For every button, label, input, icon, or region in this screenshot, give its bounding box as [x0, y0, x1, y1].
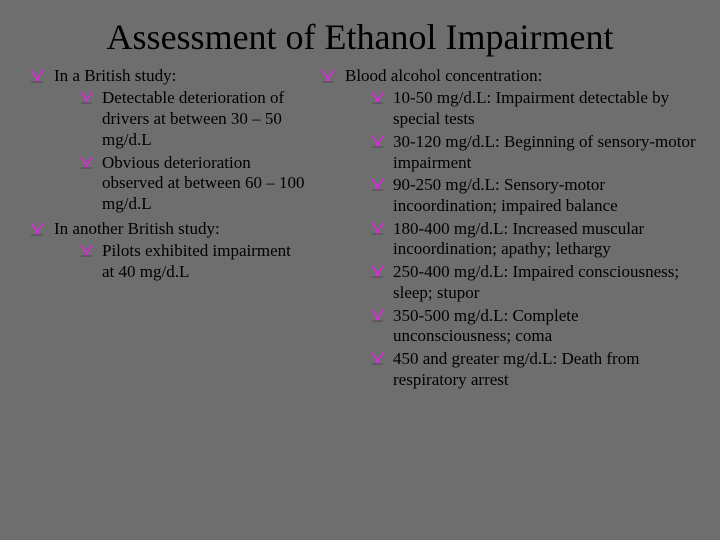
sub-list-item: 30-120 mg/d.L: Beginning of sensory-moto… — [371, 132, 700, 173]
sub-list-item: 350-500 mg/d.L: Complete unconsciousness… — [371, 306, 700, 347]
list-item: Blood alcohol concentration: 10-50 mg/d.… — [321, 66, 700, 391]
left-column: In a British study: Detectable deteriora… — [30, 66, 315, 395]
slide-title: Assessment of Ethanol Impairment — [0, 0, 720, 58]
right-list: Blood alcohol concentration: 10-50 mg/d.… — [321, 66, 700, 391]
left-list: In a British study: Detectable deteriora… — [30, 66, 305, 283]
list-item: In another British study: Pilots exhibit… — [30, 219, 305, 283]
slide: Assessment of Ethanol Impairment In a Br… — [0, 0, 720, 540]
sub-list-item: 10-50 mg/d.L: Impairment detectable by s… — [371, 88, 700, 129]
sub-list: Detectable deterioration of drivers at b… — [54, 88, 305, 214]
content-columns: In a British study: Detectable deteriora… — [0, 58, 720, 395]
sub-list-item: 250-400 mg/d.L: Impaired consciousness; … — [371, 262, 700, 303]
sub-list: 10-50 mg/d.L: Impairment detectable by s… — [345, 88, 700, 390]
sub-list-item: 90-250 mg/d.L: Sensory-motor incoordinat… — [371, 175, 700, 216]
list-item-label: In a British study: — [54, 66, 176, 85]
right-column: Blood alcohol concentration: 10-50 mg/d.… — [315, 66, 700, 395]
sub-list: Pilots exhibited impairment at 40 mg/d.L — [54, 241, 305, 282]
list-item: In a British study: Detectable deteriora… — [30, 66, 305, 215]
sub-list-item: Pilots exhibited impairment at 40 mg/d.L — [80, 241, 305, 282]
list-item-label: In another British study: — [54, 219, 220, 238]
sub-list-item: Detectable deterioration of drivers at b… — [80, 88, 305, 150]
list-item-label: Blood alcohol concentration: — [345, 66, 542, 85]
sub-list-item: 450 and greater mg/d.L: Death from respi… — [371, 349, 700, 390]
sub-list-item: 180-400 mg/d.L: Increased muscular incoo… — [371, 219, 700, 260]
sub-list-item: Obvious deterioration observed at betwee… — [80, 153, 305, 215]
